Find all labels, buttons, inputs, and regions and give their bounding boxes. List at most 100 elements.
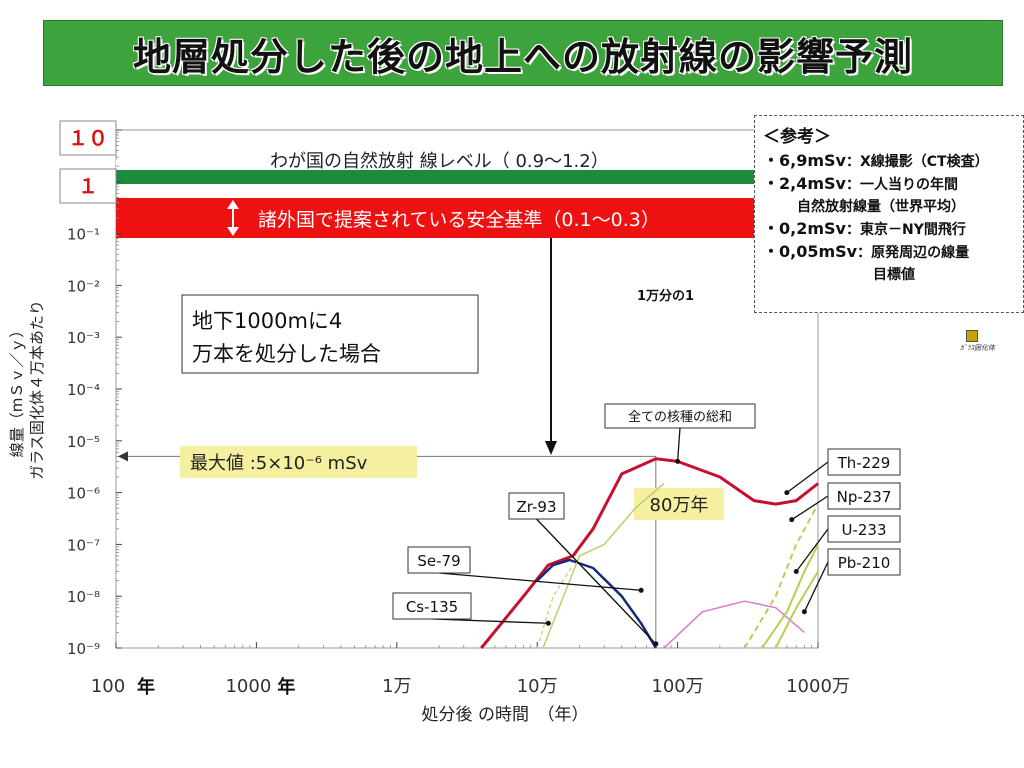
corner-icon-label: ｶﾞﾗｽ固化体 [960, 344, 995, 352]
series-label: Se-79 [417, 552, 460, 570]
series-leader-dot [675, 458, 681, 464]
x-tick-suffix: 年 [277, 676, 295, 698]
reference-item: ・0,2mSv：東京－NY間飛行 [763, 218, 1015, 241]
series-leader-dot [789, 517, 795, 523]
y-tick-label: 10⁻¹ [67, 226, 100, 244]
title-bar: 地層処分した後の地上への放射線の影響予測 [43, 20, 1003, 86]
band-foreign-label: 諸外国で提案されている安全基準（0.1～0.3） [258, 209, 660, 231]
x-tick-label: 100 [91, 676, 125, 697]
x-tick-label: 1000万 [786, 676, 850, 697]
clipboard-icon: ｶﾞﾗｽ固化体 [960, 330, 995, 354]
series-line [774, 570, 819, 649]
y-tick-label: 10⁻³ [67, 329, 100, 347]
series-leader-line [791, 495, 829, 521]
series-label: Pb-210 [838, 554, 891, 572]
y-tick-label: １ [78, 174, 98, 198]
peak-year-label: 80万年 [650, 495, 709, 516]
series-leader-line [536, 518, 657, 645]
series-leader-line [438, 572, 642, 591]
reference-item: 目標値 [763, 264, 1015, 286]
series-line [743, 503, 819, 649]
x-axis-label: 処分後 の時間 （年） [422, 705, 589, 725]
reference-desc: ：東京－NY間飛行 [845, 222, 966, 238]
series-label: Np-237 [837, 488, 892, 506]
reference-desc: ：X線撮影（CT検査） [845, 154, 989, 170]
series-label-box [604, 403, 756, 429]
series-leader-line [786, 461, 829, 494]
reference-desc: ：一人当りの年間 [845, 177, 958, 193]
band-natural-top [116, 160, 818, 170]
series-line [761, 543, 819, 649]
y-tick-label: 10⁻⁸ [67, 588, 100, 606]
reference-item: 自然放射線量（世界平均） [763, 196, 1015, 218]
x-tick-label: 1000 [225, 676, 271, 697]
band-natural-label: わが国の自然放射 線レベル（ 0.9～1.2） [270, 151, 609, 172]
series-label-box [827, 515, 901, 543]
ratio-label: 1万分の1 [637, 288, 694, 304]
max-value-label: 最大値 :5×10⁻⁶ mSv [190, 453, 368, 474]
series-label: Th-229 [837, 454, 891, 472]
series-label-box [392, 592, 472, 620]
y-tick-box [59, 168, 117, 204]
series-leader-dot [638, 587, 644, 593]
series-label-box [827, 482, 901, 510]
series-line [536, 558, 657, 649]
y-tick-label: 10⁻⁹ [67, 640, 100, 658]
y-tick-box [59, 120, 117, 156]
series-leader-line [431, 618, 549, 624]
series-leader-dot [545, 620, 551, 626]
x-tick-label: 1万 [382, 676, 411, 697]
reference-item: ・0,05mSv：原発周辺の線量 [763, 241, 1015, 264]
y-axis-label: 線量（mＳｖ／ｙ） [8, 323, 26, 458]
series-label: Cs-135 [406, 598, 458, 616]
series-label: U-233 [841, 521, 886, 539]
reference-item: ・2,4mSv：一人当りの年間 [763, 173, 1015, 196]
x-tick-suffix: 年 [137, 676, 155, 698]
reference-box: ＜参考＞ ・6,9mSv：X線撮影（CT検査） ・2,4mSv：一人当りの年間 … [754, 115, 1024, 313]
reference-item: ・6,9mSv：X線撮影（CT検査） [763, 150, 1015, 173]
series-line [542, 482, 665, 649]
series-leader-line [676, 427, 681, 462]
series-leader-dot [801, 609, 807, 615]
series-label-box [827, 548, 901, 576]
page-title: 地層処分した後の地上への放射線の影響予測 [132, 34, 913, 79]
series-line [480, 457, 819, 649]
y-tick-label: １０ [68, 126, 108, 150]
vertical-arrow-head [545, 441, 557, 455]
reference-desc: 目標値 [873, 267, 915, 283]
y-tick-label: 10⁻⁶ [67, 485, 100, 503]
series-label-box [407, 546, 471, 574]
series-leader-dot [784, 490, 790, 496]
reference-heading: ＜参考＞ [763, 127, 831, 147]
band-arrow-down [227, 227, 239, 236]
series-label-box [508, 492, 565, 520]
series-label-box [827, 448, 901, 476]
series-label: 全ての核種の総和 [628, 409, 732, 425]
disposal-label-1: 地下1000mに4 [192, 309, 342, 333]
series-leader-dot [793, 568, 799, 574]
y-tick-label: 10⁻⁴ [67, 381, 100, 399]
reference-desc: 自然放射線量（世界平均） [797, 199, 965, 215]
y-tick-label: 10⁻⁵ [67, 433, 100, 451]
disposal-box [181, 294, 479, 374]
series-leader-line [803, 561, 829, 613]
band-natural [116, 170, 818, 184]
series-line [536, 564, 574, 649]
reference-desc: ：原発周辺の線量 [857, 245, 970, 261]
peak-year-box [634, 488, 724, 520]
series-leader-line [795, 528, 829, 572]
disposal-label-2: 万本を処分した場合 [192, 342, 381, 366]
y-tick-label: 10⁻⁷ [67, 536, 100, 554]
reference-value: ・6,9mSv [763, 151, 846, 170]
reference-value: ・0,2mSv [763, 219, 846, 238]
series-label: Zr-93 [517, 498, 557, 516]
max-value-arrowhead [118, 451, 128, 462]
reference-value: ・0,05mSv [763, 242, 858, 261]
x-tick-label: 100万 [651, 676, 703, 697]
band-arrow-up [227, 200, 239, 209]
y-tick-label: 10⁻² [67, 277, 100, 295]
reference-value: ・2,4mSv [763, 174, 846, 193]
y-axis-label-2: ガラス固化体４万本あたり [28, 300, 46, 480]
max-value-box [180, 446, 417, 478]
